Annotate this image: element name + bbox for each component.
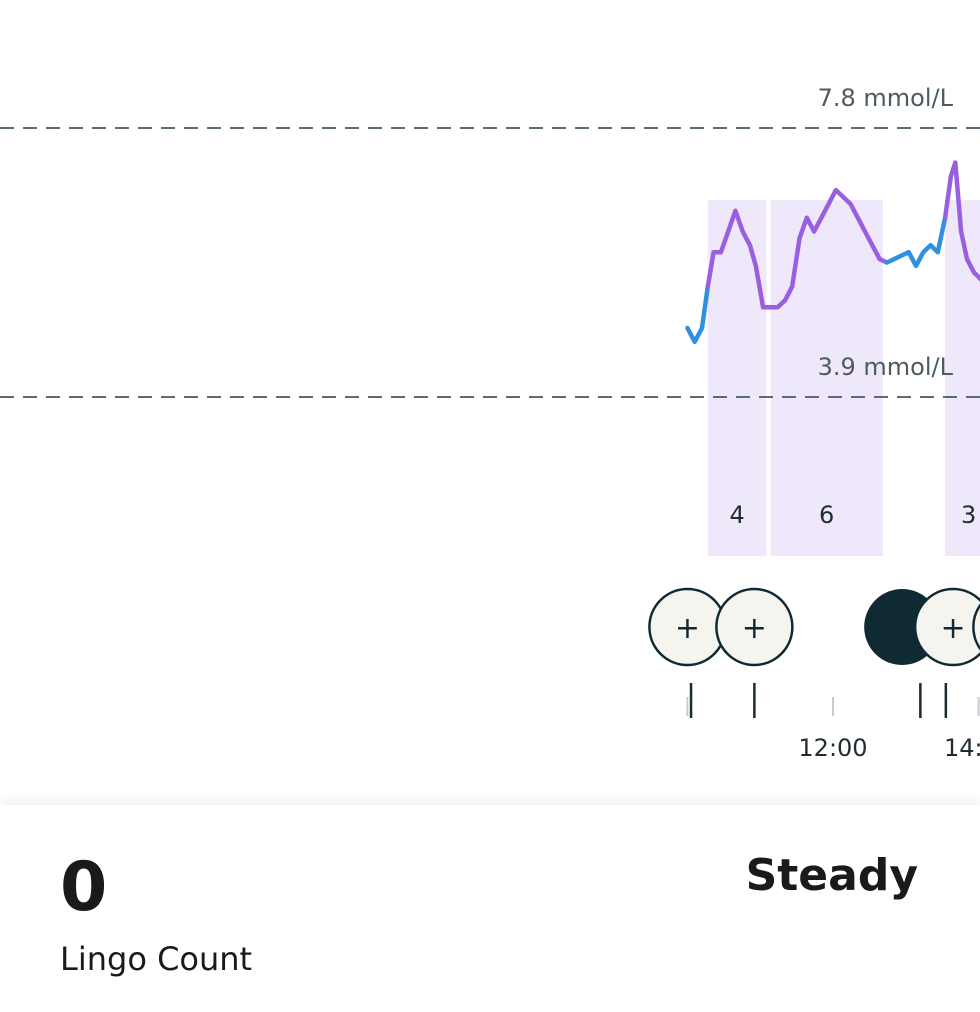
spike-count-2: 6 — [819, 501, 834, 529]
spike-count-3: 3 — [961, 501, 976, 529]
glucose-spike-segment-2 — [705, 187, 890, 310]
spike-band-2 — [770, 200, 883, 556]
glucose-trend-status: Steady — [745, 850, 918, 901]
plus-icon: + — [675, 611, 700, 646]
plus-icon: + — [742, 611, 767, 646]
x-tick-label-3: 14:00 — [944, 734, 980, 762]
logged-item-5[interactable]: + — [972, 589, 980, 665]
logged-item-2[interactable]: + — [715, 587, 794, 667]
lingo-count-value: 0 — [60, 848, 107, 927]
spike-band-3 — [945, 200, 980, 556]
item-circle — [913, 587, 980, 667]
item-circle — [972, 603, 980, 651]
glucose-spike-segment-4 — [942, 160, 980, 283]
summary-panel — [0, 805, 980, 1012]
item-circle — [715, 587, 794, 667]
glucose-line-segment-3 — [884, 215, 948, 269]
logged-item-4[interactable]: + — [913, 587, 980, 667]
reference-line-label-2: 3.9 mmol/L — [818, 353, 954, 381]
glucose-chart-svg: 7.8 mmol/L3.9 mmol/L 4637 ++++ 12:0014:0… — [0, 84, 980, 762]
glucose-chart[interactable]: 7.8 mmol/L3.9 mmol/L 4637 ++++ 12:0014:0… — [0, 0, 980, 810]
spike-band-1 — [707, 200, 767, 556]
spike-count-1: 4 — [729, 501, 744, 529]
reference-line-label-1: 7.8 mmol/L — [818, 84, 954, 112]
glucose-line-segment-1 — [685, 284, 711, 345]
x-tick-label-2: 12:00 — [798, 734, 867, 762]
logged-item-1[interactable]: + — [648, 587, 727, 667]
lingo-count-label: Lingo Count — [60, 940, 253, 978]
plus-icon: + — [941, 611, 966, 646]
